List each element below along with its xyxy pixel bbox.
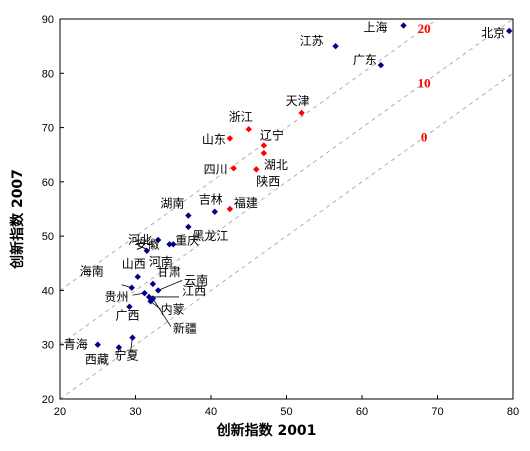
- point-label: 江苏: [300, 34, 324, 48]
- point-上海: [400, 22, 407, 29]
- point-陕西: [253, 166, 260, 173]
- point-label: 湖北: [264, 157, 288, 172]
- point-湖北: [260, 149, 268, 157]
- point-label: 上海: [364, 20, 388, 35]
- leader-line: [157, 280, 183, 291]
- point-label: 山西: [122, 257, 146, 271]
- reference-line-20: [59, 18, 438, 291]
- point-label: 云南: [184, 272, 208, 287]
- point-label: 青海: [64, 337, 88, 352]
- point-海南: [128, 284, 135, 291]
- x-tick-label: 40: [205, 406, 217, 418]
- reference-line-label-0: 0: [421, 130, 428, 145]
- y-tick-label: 50: [42, 231, 54, 243]
- point-河北: [154, 236, 162, 244]
- point-广西: [126, 303, 133, 310]
- point-label: 北京: [481, 26, 505, 40]
- point-label: 福建: [234, 195, 258, 210]
- point-label: 重庆: [175, 233, 199, 247]
- point-山西: [134, 273, 141, 281]
- point-label: 西藏: [85, 352, 109, 366]
- point-label: 四川: [204, 162, 228, 176]
- point-内蒙: [147, 298, 154, 305]
- point-山东: [226, 135, 234, 142]
- point-label: 广东: [353, 53, 377, 67]
- reference-line-0: [59, 72, 514, 400]
- axis-ticks: 20 30 40 50 60 70 80 20 30 40 50 60 70 80 90: [42, 14, 519, 418]
- point-北京: [506, 27, 513, 35]
- x-tick-label: 30: [129, 406, 141, 418]
- point-江苏: [332, 42, 339, 50]
- y-tick-label: 90: [42, 14, 54, 26]
- point-label: 甘肃: [157, 265, 181, 279]
- point-贵州: [141, 289, 148, 297]
- y-tick-label: 70: [42, 123, 54, 135]
- point-宁夏: [129, 334, 136, 341]
- leader-line: [152, 298, 172, 327]
- x-tick-label: 80: [507, 406, 519, 418]
- point-label: 陕西: [256, 173, 280, 188]
- point-label: 天津: [286, 94, 310, 108]
- y-tick-label: 40: [42, 285, 54, 297]
- point-label: 江西: [182, 284, 206, 298]
- y-tick-label: 30: [42, 340, 54, 352]
- x-tick-label: 20: [54, 406, 66, 418]
- y-tick-label: 60: [42, 177, 54, 189]
- point-label: 新疆: [173, 321, 197, 336]
- x-axis-title: 创新指数 2001: [216, 422, 317, 439]
- point-湖南: [185, 212, 192, 219]
- point-天津: [298, 109, 305, 117]
- point-安徽: [166, 241, 173, 248]
- reference-line-10: [59, 18, 514, 346]
- point-广东: [377, 61, 385, 69]
- reference-line-label-10: 10: [418, 75, 431, 90]
- point-甘肃: [149, 280, 157, 288]
- point-label: 宁夏: [114, 348, 138, 363]
- point-河南: [143, 247, 151, 254]
- point-辽宁: [260, 142, 268, 149]
- point-label: 广西: [115, 309, 139, 323]
- point-云南: [154, 287, 162, 294]
- point-label: 海南: [80, 264, 104, 279]
- reference-line-label-20: 20: [418, 21, 431, 36]
- point-浙江: [245, 126, 252, 133]
- point-label: 辽宁: [260, 127, 284, 142]
- point-西藏: [115, 344, 123, 351]
- point-黑龙江: [185, 223, 192, 231]
- x-tick-label: 50: [280, 406, 292, 418]
- point-吉林: [211, 208, 218, 215]
- point-label: 贵州: [105, 290, 129, 304]
- reference-line-labels: 20 10 0: [418, 21, 431, 145]
- point-label: 内蒙: [161, 302, 185, 316]
- point-福建: [226, 205, 234, 213]
- data-points: [94, 22, 513, 351]
- reference-lines: [59, 18, 514, 400]
- x-tick-label: 70: [431, 406, 443, 418]
- point-label: 吉林: [199, 193, 223, 207]
- point-label: 浙江: [229, 110, 253, 124]
- point-label: 山东: [202, 132, 226, 146]
- y-tick-label: 20: [42, 394, 54, 406]
- y-axis-title: 创新指数 2007: [9, 169, 26, 270]
- y-tick-label: 80: [42, 68, 54, 80]
- point-label: 河北: [128, 233, 152, 247]
- point-重庆: [170, 241, 177, 248]
- point-label: 黑龙江: [192, 229, 228, 243]
- point-label: 河南: [149, 254, 173, 269]
- point-label: 安徽: [135, 236, 159, 251]
- point-label: 湖南: [160, 196, 184, 211]
- x-tick-label: 60: [356, 406, 368, 418]
- point-四川: [230, 165, 237, 172]
- point-青海: [94, 341, 101, 348]
